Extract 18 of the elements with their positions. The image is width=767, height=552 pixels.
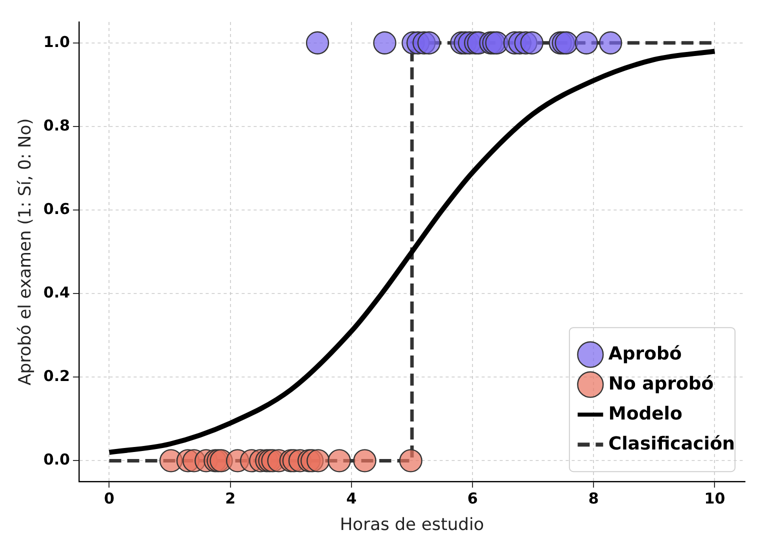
y-axis-title: Aprobó el examen (1: Sí, 0: No): [16, 118, 36, 386]
y-tick-label: 0.2: [43, 367, 70, 386]
x-tick-label: 6: [467, 489, 478, 508]
y-tick-label: 0.6: [43, 200, 70, 218]
y-tick-label: 0.4: [43, 283, 70, 302]
x-tick-label: 10: [704, 489, 726, 508]
x-tick-label: 8: [588, 489, 599, 508]
x-axis-title: Horas de estudio: [340, 515, 484, 536]
y-tick-label: 0.8: [43, 116, 70, 134]
y-tick-label: 0.0: [43, 450, 70, 469]
legend-label: No aprobó: [608, 373, 714, 394]
legend-label: Modelo: [608, 403, 682, 424]
x-tick-label: 4: [346, 489, 357, 508]
legend-label: Aprobó: [608, 343, 682, 364]
x-tick-label: 0: [104, 489, 114, 508]
legend-label: Clasificación: [608, 433, 736, 454]
y-tick-label: 1.0: [43, 32, 70, 51]
x-tick-label: 2: [225, 489, 236, 508]
